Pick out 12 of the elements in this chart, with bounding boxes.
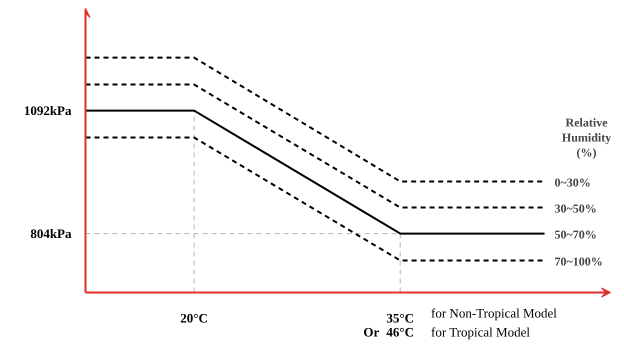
y-tick-label: 804kPa [30, 226, 72, 242]
text: 46°C [386, 324, 414, 340]
y-tick-label: 1092kPa [24, 103, 72, 118]
text: for Tropical Model [431, 324, 530, 340]
series-label: 70~100% [554, 254, 603, 268]
series-label: 30~50% [554, 202, 597, 216]
text: Or [363, 324, 380, 340]
x-tick-label: 35°C [386, 310, 414, 326]
series-label: 0~30% [554, 175, 591, 190]
text: for Non-Tropical Model [431, 306, 558, 320]
x-tick-label: 20°C [180, 310, 208, 326]
series-label: 50~70% [554, 228, 597, 242]
